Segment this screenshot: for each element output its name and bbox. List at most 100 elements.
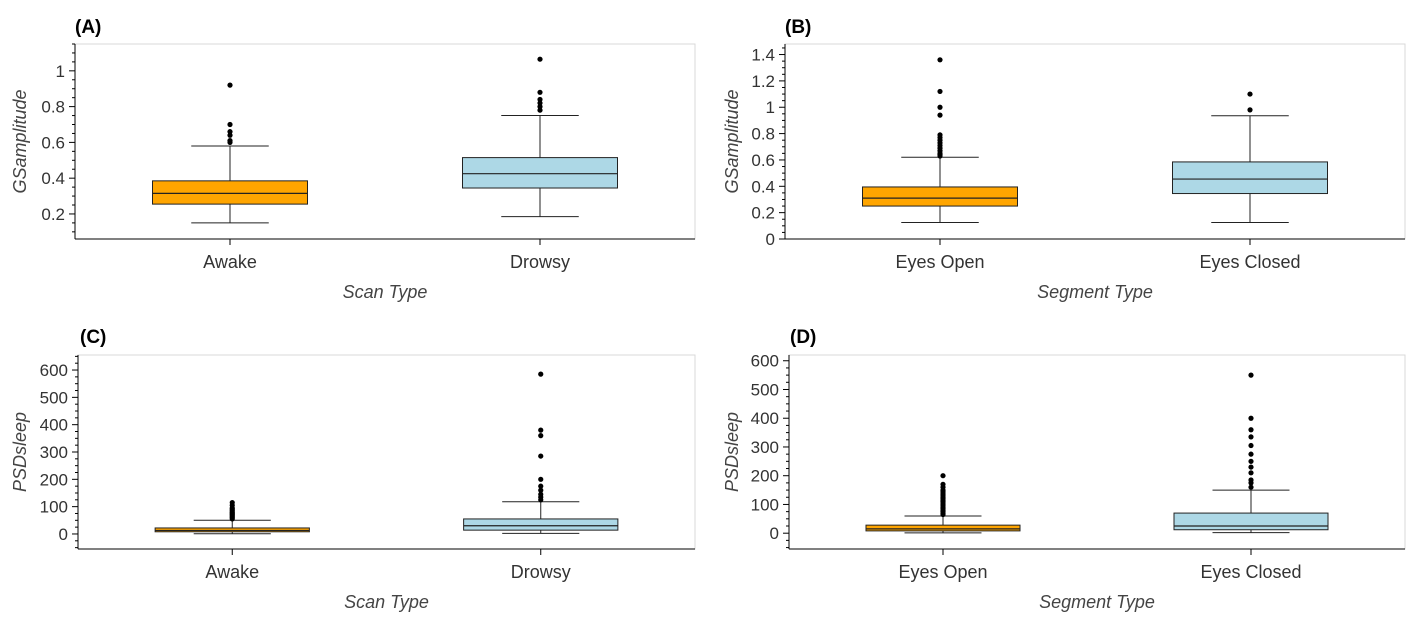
outlier-point bbox=[1248, 372, 1254, 378]
y-tick-label: 1.4 bbox=[751, 46, 775, 65]
y-tick-label: 600 bbox=[751, 352, 779, 371]
outlier-point bbox=[538, 453, 544, 459]
box-b-eyes-open bbox=[862, 57, 1018, 224]
box-d-eyes-open bbox=[865, 473, 1021, 534]
outlier-point bbox=[537, 96, 543, 103]
outlier-point bbox=[1248, 470, 1254, 476]
outlier-point bbox=[537, 56, 543, 62]
y-axis-title-a: GSamplitude bbox=[10, 89, 30, 193]
x-axis-title-b: Segment Type bbox=[1037, 282, 1153, 302]
y-axis-title-c: PSDsleep bbox=[10, 412, 30, 492]
outlier-point bbox=[227, 138, 233, 144]
y-tick-label: 100 bbox=[751, 495, 779, 514]
outlier-point bbox=[1248, 434, 1254, 440]
y-tick-label: 300 bbox=[40, 443, 68, 462]
outlier-point bbox=[940, 481, 946, 487]
y-tick-label: 1 bbox=[766, 98, 775, 117]
panel-label-a: (A) bbox=[75, 17, 101, 38]
box-a-awake bbox=[152, 82, 308, 224]
x-tick-label: Eyes Open bbox=[898, 562, 987, 582]
panel-d: 0 100 200 300 400 500 600 Eyes Open Eyes Closed S… bbox=[722, 327, 1406, 612]
plot-area-c bbox=[77, 354, 696, 550]
x-axis-title-d: Segment Type bbox=[1039, 592, 1155, 612]
y-axis-title-d: PSDsleep bbox=[722, 412, 742, 492]
outlier-point bbox=[227, 82, 233, 88]
y-tick-label: 1 bbox=[56, 62, 65, 81]
outlier-point bbox=[1248, 415, 1254, 421]
plot-area-a bbox=[74, 43, 696, 240]
outlier-point bbox=[229, 499, 235, 506]
x-tick-label: Eyes Open bbox=[895, 252, 984, 272]
x-tick-label: Drowsy bbox=[510, 252, 570, 272]
outlier-point bbox=[1248, 464, 1254, 470]
outlier-point bbox=[940, 473, 946, 479]
outlier-point bbox=[1248, 458, 1254, 464]
box-iqr bbox=[462, 157, 618, 189]
outlier-point bbox=[538, 427, 544, 433]
y-tick-label: 0.2 bbox=[751, 204, 775, 223]
y-tick-label: 400 bbox=[751, 409, 779, 428]
panel-c: 0 100 200 300 400 500 600 Awake Drowsy Scan Type P… bbox=[10, 327, 696, 612]
outlier-point bbox=[1248, 427, 1254, 433]
y-tick-label: 0.2 bbox=[41, 205, 65, 224]
y-tick-label: 1.2 bbox=[751, 72, 775, 91]
y-tick-label: 600 bbox=[40, 361, 68, 380]
x-axis-title-a: Scan Type bbox=[343, 282, 428, 302]
y-tick-label: 500 bbox=[40, 388, 68, 407]
x-tick-label: Awake bbox=[203, 252, 257, 272]
outlier-point bbox=[537, 104, 543, 110]
box-d-eyes-closed bbox=[1173, 372, 1329, 534]
outlier-point bbox=[537, 107, 543, 113]
outlier-point bbox=[1248, 484, 1254, 490]
panel-label-d: (D) bbox=[790, 327, 816, 348]
y-tick-label: 0.8 bbox=[41, 98, 65, 117]
box-iqr bbox=[1172, 161, 1328, 195]
y-tick-label: 100 bbox=[40, 498, 68, 517]
panel-label-c: (C) bbox=[80, 327, 106, 348]
y-tick-label: 0.4 bbox=[41, 169, 65, 188]
plot-area-b bbox=[784, 43, 1406, 240]
box-c-awake bbox=[154, 499, 310, 535]
outlier-point bbox=[538, 433, 544, 439]
outlier-point bbox=[1248, 442, 1254, 449]
outlier-point bbox=[538, 491, 544, 497]
box-c-drowsy bbox=[463, 371, 619, 534]
outlier-point bbox=[937, 104, 943, 110]
y-tick-label: 0 bbox=[770, 524, 779, 543]
box-iqr bbox=[1173, 512, 1329, 531]
y-tick-label: 0 bbox=[766, 230, 775, 249]
panel-label-b: (B) bbox=[785, 17, 811, 38]
y-tick-label: 300 bbox=[751, 438, 779, 457]
outlier-point bbox=[1248, 451, 1254, 457]
y-tick-label: 200 bbox=[751, 467, 779, 486]
outlier-point bbox=[538, 371, 544, 377]
outlier-point bbox=[227, 121, 233, 128]
y-tick-label: 400 bbox=[40, 416, 68, 435]
x-tick-label: Eyes Closed bbox=[1200, 562, 1301, 582]
outlier-point bbox=[1247, 107, 1253, 113]
outlier-point bbox=[1247, 91, 1253, 97]
box-iqr bbox=[463, 518, 619, 531]
x-tick-label: Awake bbox=[205, 562, 259, 582]
box-iqr bbox=[152, 180, 308, 205]
outlier-point bbox=[537, 100, 543, 106]
outlier-point bbox=[538, 487, 544, 493]
y-tick-label: 200 bbox=[40, 470, 68, 489]
y-tick-label: 0.6 bbox=[751, 151, 775, 170]
box-iqr bbox=[865, 524, 1021, 532]
y-tick-label: 0.8 bbox=[751, 125, 775, 144]
x-axis-title-c: Scan Type bbox=[344, 592, 429, 612]
outlier-point bbox=[937, 88, 943, 95]
y-tick-label: 0.6 bbox=[41, 133, 65, 152]
x-tick-label: Eyes Closed bbox=[1199, 252, 1300, 272]
y-axis-title-b: GSamplitude bbox=[722, 89, 742, 193]
box-iqr bbox=[862, 186, 1018, 207]
outlier-point bbox=[538, 476, 544, 482]
outlier-point bbox=[937, 112, 943, 118]
outlier-point bbox=[227, 129, 233, 135]
panel-a: 0.2 0.4 0.6 0.8 1 Awake Drowsy Scan Type GSampli… bbox=[10, 17, 696, 302]
y-tick-label: 500 bbox=[751, 380, 779, 399]
outlier-point bbox=[227, 132, 233, 138]
